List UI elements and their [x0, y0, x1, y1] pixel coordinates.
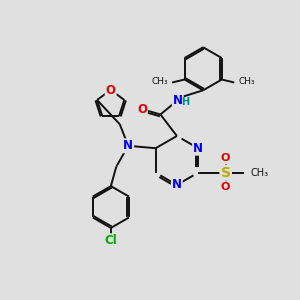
Text: O: O — [221, 182, 230, 192]
Text: CH₃: CH₃ — [251, 168, 269, 178]
Text: CH₃: CH₃ — [152, 77, 168, 86]
Text: N: N — [173, 94, 183, 106]
Text: O: O — [106, 83, 116, 97]
Text: O: O — [137, 103, 147, 116]
Text: N: N — [172, 178, 182, 191]
Text: O: O — [221, 153, 230, 164]
Text: Cl: Cl — [104, 234, 117, 247]
Text: CH₃: CH₃ — [239, 77, 255, 86]
Text: N: N — [193, 142, 203, 155]
Text: S: S — [220, 166, 231, 180]
Text: H: H — [181, 97, 189, 106]
Text: N: N — [123, 139, 133, 152]
